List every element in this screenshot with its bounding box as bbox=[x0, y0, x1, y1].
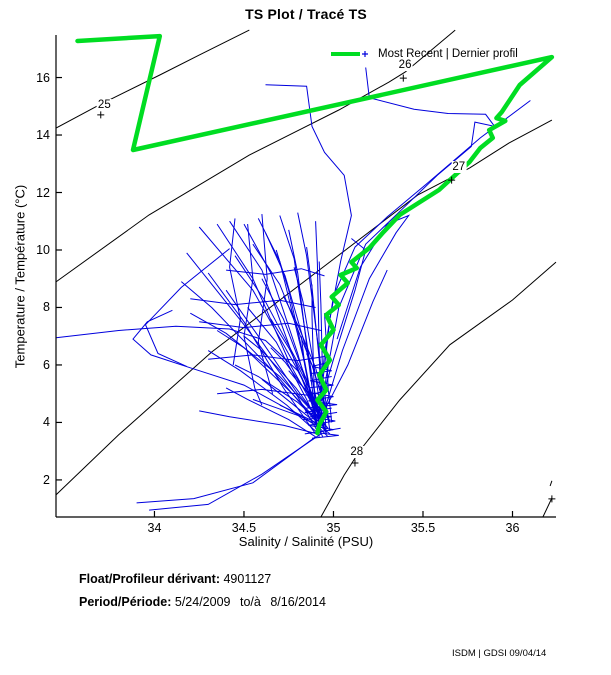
x-tick-34: 34 bbox=[147, 521, 162, 535]
profile-line bbox=[226, 268, 325, 277]
profile-line bbox=[149, 433, 322, 511]
float-label: Float/Profileur dérivant: bbox=[79, 572, 220, 586]
profile-line bbox=[311, 427, 341, 439]
contour-label-28: 28 bbox=[349, 446, 365, 459]
profile-line bbox=[318, 238, 367, 409]
profile-line bbox=[318, 100, 531, 411]
period-label: Period/Période: bbox=[79, 595, 172, 609]
legend-line-sample-icon bbox=[331, 51, 368, 57]
period-row: Period/Période: 5/24/2009 to/à 8/16/2014 bbox=[79, 591, 326, 614]
x-tick-35.5: 35.5 bbox=[410, 521, 436, 535]
isopycnal-contour-28 bbox=[320, 261, 557, 518]
period-separator: to/à bbox=[239, 595, 261, 609]
profile-line bbox=[207, 350, 316, 432]
page-title: TS Plot / Tracé TS bbox=[245, 6, 367, 22]
profile-line bbox=[320, 214, 411, 423]
profile-line bbox=[322, 269, 388, 415]
contour-label-marker-icon bbox=[351, 459, 359, 467]
profile-line bbox=[199, 410, 318, 435]
legend-label: Most Recent | Dernier profil bbox=[378, 48, 518, 60]
profile-line bbox=[208, 354, 327, 362]
y-tick-4: 4 bbox=[43, 415, 50, 430]
profile-line bbox=[288, 370, 324, 415]
profile-line bbox=[132, 309, 313, 423]
plot-footer: Float/Profileur dérivant: 4901127 Period… bbox=[79, 568, 326, 614]
profile-line bbox=[190, 298, 316, 308]
x-axis-label: Salinity / Salinité (PSU) bbox=[238, 534, 374, 549]
period-to: 8/16/2014 bbox=[270, 595, 326, 609]
isopycnal-contour-25 bbox=[55, 29, 250, 129]
profile-line bbox=[136, 436, 316, 504]
plot-data-layer bbox=[55, 29, 557, 518]
ts-plot-canvas bbox=[55, 29, 557, 518]
profile-line bbox=[216, 223, 322, 420]
contour-label-27: 27 bbox=[451, 160, 467, 173]
y-tick-2: 2 bbox=[43, 472, 50, 487]
contour-label-marker-icon bbox=[448, 176, 456, 184]
profile-line bbox=[216, 330, 325, 429]
profile-line bbox=[320, 67, 496, 420]
x-tick-35: 35 bbox=[326, 521, 341, 535]
legend: Most Recent | Dernier profil bbox=[330, 48, 518, 60]
profile-line bbox=[234, 364, 324, 426]
contour-label-marker-icon bbox=[548, 495, 556, 503]
watermark-isdm-gdsi: ISDM | GDSI 09/04/14 bbox=[452, 648, 547, 659]
isopycnal-contour-27 bbox=[55, 119, 553, 496]
profile-line bbox=[275, 249, 317, 420]
profile-line bbox=[243, 223, 317, 417]
profile-line bbox=[257, 214, 274, 394]
profile-line bbox=[180, 281, 320, 426]
contour-label-26: 26 bbox=[397, 59, 413, 72]
most-recent-profile-line bbox=[75, 33, 555, 436]
x-tick-36: 36 bbox=[505, 521, 520, 535]
y-tick-12: 12 bbox=[36, 185, 50, 200]
y-tick-16: 16 bbox=[36, 70, 50, 85]
axes bbox=[55, 35, 556, 518]
float-row: Float/Profileur dérivant: 4901127 bbox=[79, 568, 326, 591]
profile-line bbox=[217, 388, 329, 396]
profile-line bbox=[229, 218, 241, 366]
profile-line bbox=[207, 272, 317, 435]
contour-stub bbox=[542, 497, 553, 518]
contour-label-marker-icon bbox=[399, 74, 407, 82]
profile-line bbox=[315, 221, 322, 417]
profile-line bbox=[243, 224, 263, 406]
period-from: 5/24/2009 bbox=[174, 595, 231, 609]
y-tick-6: 6 bbox=[43, 357, 50, 372]
contour-stub-dash bbox=[549, 480, 553, 487]
float-id: 4901127 bbox=[223, 572, 272, 586]
profile-line bbox=[144, 248, 230, 367]
y-tick-8: 8 bbox=[43, 300, 50, 315]
contour-label-marker-icon bbox=[97, 111, 105, 119]
y-tick-10: 10 bbox=[36, 242, 50, 257]
profile-line bbox=[55, 325, 322, 423]
profile-line bbox=[243, 335, 320, 420]
contour-label-25: 25 bbox=[96, 99, 112, 112]
profile-line bbox=[199, 321, 322, 331]
profile-line bbox=[225, 387, 316, 438]
x-tick-34.5: 34.5 bbox=[231, 521, 257, 535]
y-tick-14: 14 bbox=[36, 128, 50, 143]
isopycnal-contour-26 bbox=[55, 29, 456, 283]
